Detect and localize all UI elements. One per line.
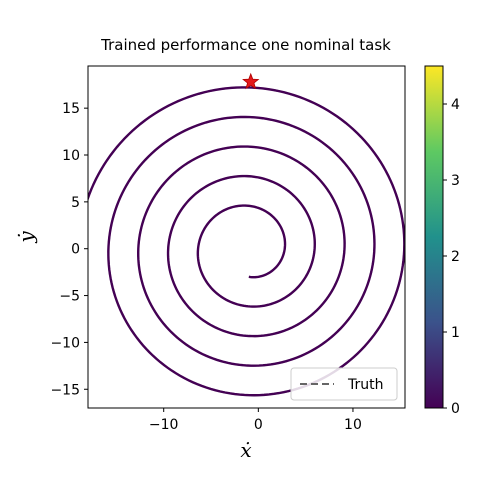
colorbar-ticks: 0 1 2 3 4 bbox=[443, 97, 460, 417]
y-tick-label: −5 bbox=[59, 289, 80, 305]
predicted-series-line bbox=[88, 86, 405, 397]
colorbar-gradient bbox=[424, 65, 444, 409]
y-tick-label: 5 bbox=[71, 195, 80, 211]
y-tick-label: 15 bbox=[62, 101, 80, 117]
x-axis-ticks: −10 0 10 bbox=[149, 408, 362, 433]
colorbar: 0 1 2 3 4 bbox=[424, 65, 460, 417]
colorbar-tick-label: 4 bbox=[451, 97, 460, 113]
x-axis-label: ẋ bbox=[240, 438, 251, 462]
y-tick-label: −15 bbox=[50, 382, 80, 398]
start-star-marker bbox=[242, 72, 260, 90]
x-tick-label: 10 bbox=[344, 417, 362, 433]
x-tick-label: −10 bbox=[149, 417, 179, 433]
y-tick-label: −10 bbox=[50, 335, 80, 351]
colorbar-tick-label: 1 bbox=[451, 325, 460, 341]
y-axis-ticks: −15 −10 −5 0 5 10 15 bbox=[50, 101, 88, 398]
y-axis-label: ẏ bbox=[14, 231, 38, 244]
legend: Truth bbox=[290, 367, 398, 401]
x-tick-label: 0 bbox=[254, 417, 263, 433]
legend-truth-label: Truth bbox=[347, 377, 384, 393]
colorbar-tick-label: 2 bbox=[451, 249, 460, 265]
chart-title: Trained performance one nominal task bbox=[100, 36, 391, 54]
plot-area-frame bbox=[87, 65, 406, 409]
colorbar-tick-label: 3 bbox=[451, 173, 460, 189]
colorbar-tick-label: 0 bbox=[451, 401, 460, 417]
truth-series-line bbox=[88, 86, 405, 397]
y-tick-label: 10 bbox=[62, 148, 80, 164]
legend-box bbox=[290, 367, 398, 401]
y-tick-label: 0 bbox=[71, 242, 80, 258]
